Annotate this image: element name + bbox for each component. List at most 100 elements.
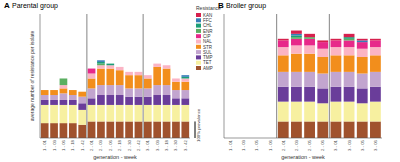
bar-segment [69,90,77,91]
bar-segment [304,102,315,122]
bar-segment [163,65,171,66]
bar-segment [41,100,49,105]
bar-segment [317,74,328,89]
bar-segment [116,66,124,67]
legend-swatch [196,13,201,17]
bar-segment [278,102,289,122]
bar-segment [97,62,105,64]
x-tick-label: 3 - 06 [373,139,378,151]
legend-swatch [196,24,201,28]
bar-segment [60,85,68,88]
bar-segment [116,70,124,85]
bar-segment [125,72,133,75]
x-tick-label: 3 - 30 [173,139,178,151]
bar-segment [88,105,96,122]
bar-segment [172,78,180,79]
bar-segment [78,91,86,92]
bar-segment [172,78,180,79]
x-tick-label: 2 - 42 [136,139,141,151]
bar-segment [69,90,77,95]
bar-segment [172,78,180,79]
bar-segment [106,95,114,105]
bar-segment [41,95,49,100]
bar-segment [116,105,124,122]
x-axis [224,138,382,139]
bar-segment [370,72,381,87]
x-tick-label: 2 - 30 [127,139,132,151]
panel-1: BBroiler group1 - 011 - 031 - 051 - 062 … [218,1,382,160]
bar-segment [78,97,86,104]
legend-swatch [196,45,201,49]
bar-segment [88,68,96,69]
x-tick-label: 1 - 06 [61,139,66,151]
bar-segment [317,121,328,138]
bar-segment [50,90,58,91]
bar-segment [116,66,124,67]
x-tick-label: 2 - 01 [89,139,94,151]
bar-segment [78,110,86,125]
bar-segment [144,97,152,105]
bar-segment [50,90,58,91]
bar-segment [291,87,302,102]
x-tick-label: 3 - 01 [145,139,150,151]
bar-segment [181,75,189,76]
bar-segment [78,91,86,92]
bar-segment [291,31,302,34]
bar-segment [41,123,49,138]
bar-segment [278,72,289,87]
bar-segment [181,77,189,79]
bar-segment [69,100,77,105]
bar-segment [106,105,114,122]
bar-segment [88,68,96,69]
y-axis-label: average number of resistance per isolate [29,30,35,121]
bar-segment [144,75,152,76]
x-tick-label: 1 - 05 [254,139,259,151]
legend-swatch [196,50,201,54]
bar-segment [357,74,368,89]
bar-segment [88,74,96,79]
bar-segment [78,125,86,138]
bar-segment [60,88,68,93]
bar-segment [304,72,315,87]
bar-segment [163,65,171,66]
x-tick-label: 2 - 03 [294,139,299,151]
x-tick-label: 1 - 01 [42,139,47,151]
bar-segment [78,103,86,110]
bar-segment [344,87,355,102]
bar-segment [163,121,171,138]
bar-segment [181,78,189,81]
legend-swatch [196,66,201,70]
bar-segment [172,121,180,138]
x-axis-label: generation - week [93,154,137,160]
x-tick-label: 2 - 01 [281,139,286,151]
bar-segment [278,40,289,47]
bar-segment [106,63,114,64]
legend-label: TET [203,60,212,65]
bar-segment [69,90,77,91]
x-axis [40,138,190,139]
bar-segment [291,121,302,138]
legend-swatch [196,18,201,22]
bar-segment [153,63,161,64]
bar-segment [181,82,189,90]
group-separator [86,14,87,138]
bar-segment [153,85,161,95]
bar-segment [50,105,58,123]
bar-segment [97,121,105,138]
bar-segment [97,60,105,61]
bar-segment [135,97,143,105]
legend-label: TMP [203,55,213,60]
bar-segment [69,105,77,123]
bar-segment [317,88,328,103]
bar-segment [78,91,86,92]
group-separator [329,14,330,138]
bar-segment [60,78,68,79]
bar-segment [106,63,114,64]
bar-segment [357,88,368,103]
bar-segment [172,82,180,90]
title: Parental group [12,2,58,10]
bar-segment [153,121,161,138]
bar-segment [144,105,152,122]
bar-segment [278,87,289,102]
x-tick-label: 2 - 18 [117,139,122,151]
